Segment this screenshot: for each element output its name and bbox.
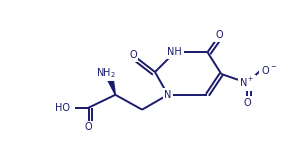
- Text: N$^+$: N$^+$: [239, 76, 255, 90]
- Text: O: O: [129, 50, 137, 60]
- Text: N: N: [164, 90, 172, 100]
- Text: O: O: [215, 30, 223, 40]
- Polygon shape: [105, 72, 115, 95]
- Text: HO: HO: [55, 103, 70, 113]
- Text: NH: NH: [167, 47, 182, 57]
- Text: O: O: [243, 98, 251, 108]
- Text: O$^-$: O$^-$: [261, 64, 277, 76]
- Text: O: O: [85, 122, 92, 132]
- Text: NH$_2$: NH$_2$: [96, 66, 116, 80]
